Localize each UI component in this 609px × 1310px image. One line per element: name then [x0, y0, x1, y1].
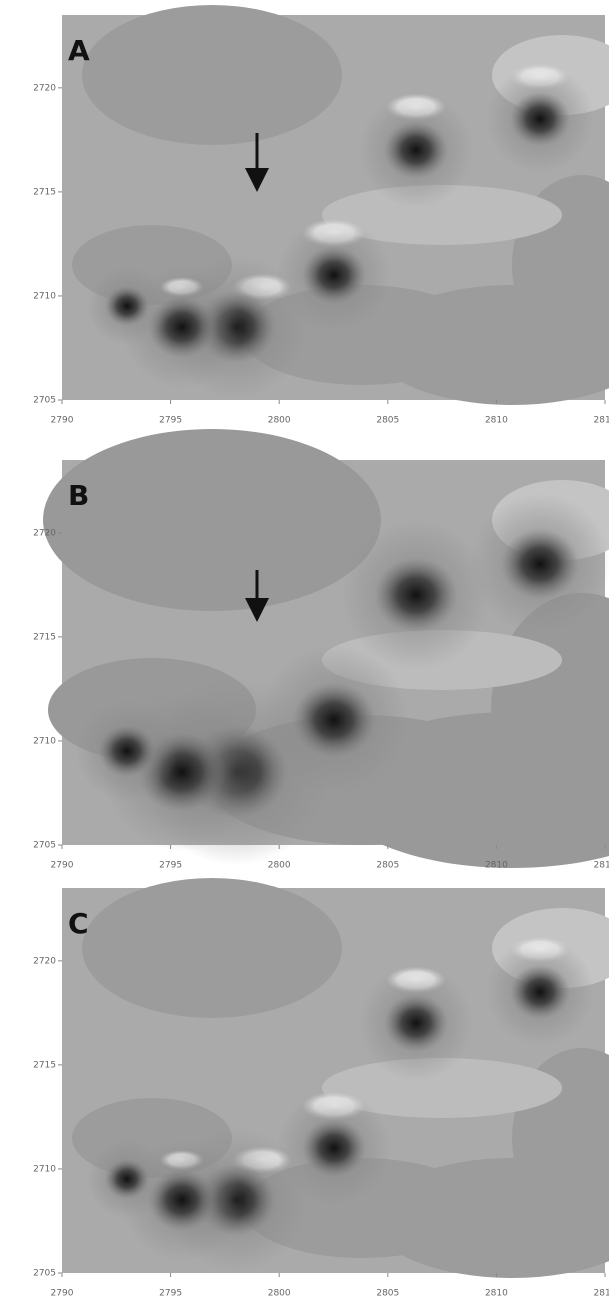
y-tick-label: 2710	[33, 736, 56, 746]
contour-region	[322, 1058, 562, 1118]
y-tick-label: 2705	[33, 396, 56, 406]
x-tick-label: 2810	[485, 416, 508, 426]
contour-trough	[302, 246, 366, 304]
panel: A 2790 2795 2800 2805 2810 2815 2705 2710 2715 272…	[33, 5, 609, 426]
contour-region	[322, 185, 562, 245]
y-tick-label: 2705	[33, 1269, 56, 1279]
contour-trough	[501, 528, 579, 600]
panel-label: C	[68, 907, 89, 940]
contour-trough	[384, 121, 448, 179]
x-tick-label: 2815	[594, 416, 609, 426]
y-tick-label: 2710	[33, 1164, 56, 1174]
contour-region	[82, 5, 342, 145]
x-tick-label: 2800	[268, 1289, 291, 1299]
contour-trough	[374, 557, 458, 633]
contour-trough	[105, 1159, 149, 1199]
contour-region	[82, 878, 342, 1018]
x-tick-label: 2795	[159, 1289, 182, 1299]
panel-label: B	[68, 479, 89, 512]
x-tick-label: 2805	[376, 1289, 399, 1299]
panel: C 2790 2795 2800 2805 2810 2815 2705 2710 2715 272…	[33, 878, 609, 1299]
panel: B 2790 2795 2800 2805 2810 2815 2705 2710 2715 272…	[33, 429, 609, 871]
x-tick-label: 2800	[268, 416, 291, 426]
x-tick-label: 2800	[268, 861, 291, 871]
x-tick-label: 2805	[376, 861, 399, 871]
x-tick-label: 2810	[485, 1289, 508, 1299]
y-tick-label: 2720	[33, 956, 56, 966]
x-tick-label: 2805	[376, 416, 399, 426]
x-tick-label: 2790	[51, 1289, 74, 1299]
x-tick-label: 2810	[485, 861, 508, 871]
x-tick-label: 2790	[51, 861, 74, 871]
y-tick-label: 2705	[33, 841, 56, 851]
panel-label: A	[68, 34, 90, 67]
x-tick-label: 2790	[51, 416, 74, 426]
x-tick-label: 2795	[159, 416, 182, 426]
x-tick-label: 2795	[159, 861, 182, 871]
contour-trough	[384, 994, 448, 1052]
contour-trough	[105, 286, 149, 326]
y-tick-label: 2720	[33, 83, 56, 93]
y-tick-label: 2715	[33, 1060, 56, 1070]
contour-region	[43, 429, 381, 611]
x-tick-label: 2815	[594, 861, 609, 871]
y-tick-label: 2715	[33, 187, 56, 197]
contour-trough	[510, 965, 570, 1019]
x-tick-label: 2815	[594, 1289, 609, 1299]
contour-trough	[98, 725, 156, 777]
y-tick-label: 2715	[33, 632, 56, 642]
y-tick-label: 2720	[33, 528, 56, 538]
y-tick-label: 2710	[33, 291, 56, 301]
contour-trough	[302, 1119, 366, 1177]
contour-trough	[510, 92, 570, 146]
